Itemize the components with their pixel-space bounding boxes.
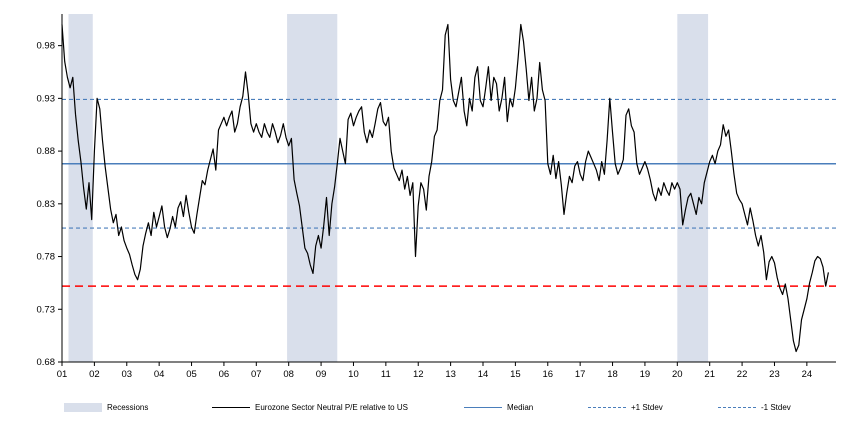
y-tick-label: 0.88 (37, 146, 56, 157)
y-tick-label: 0.68 (37, 357, 56, 368)
legend-item-median: Median (464, 403, 533, 412)
x-tick-label: 13 (445, 369, 456, 380)
x-tick-label: 19 (640, 369, 651, 380)
x-tick-label: 06 (219, 369, 230, 380)
x-tick-label: 11 (381, 369, 391, 380)
y-tick-label: 0.73 (37, 304, 56, 315)
x-tick-label: 12 (413, 369, 424, 380)
legend-label-minus1stdev: -1 Stdev (761, 403, 791, 412)
x-tick-label: 16 (542, 369, 553, 380)
x-tick-label: 20 (672, 369, 683, 380)
x-tick-label: 04 (154, 369, 165, 380)
plus1stdev-line-swatch (588, 407, 626, 408)
legend-label-series: Eurozone Sector Neutral P/E relative to … (255, 403, 408, 412)
legend-label-plus1stdev: +1 Stdev (631, 403, 663, 412)
x-tick-label: 08 (283, 369, 294, 380)
legend-label-recessions: Recessions (107, 403, 149, 412)
legend-item-minus1stdev: -1 Stdev (718, 403, 791, 412)
x-tick-label: 05 (186, 369, 197, 380)
x-tick-label: 09 (316, 369, 327, 380)
recession-band-1 (287, 14, 338, 362)
y-tick-label: 0.83 (37, 199, 56, 210)
legend-item-series: Eurozone Sector Neutral P/E relative to … (212, 403, 408, 412)
x-tick-label: 22 (737, 369, 748, 380)
x-tick-label: 01 (57, 369, 68, 380)
series-line (61, 23, 829, 353)
chart-legend: Recessions Eurozone Sector Neutral P/E r… (0, 403, 852, 425)
x-tick-label: 03 (121, 369, 132, 380)
x-tick-label: 14 (478, 369, 489, 380)
minus1stdev-line-swatch (718, 407, 756, 408)
x-tick-label: 18 (607, 369, 618, 380)
series-line-swatch (212, 407, 250, 408)
recession-band-2 (677, 14, 709, 362)
x-tick-label: 10 (348, 369, 359, 380)
y-tick-label: 0.98 (37, 41, 56, 52)
y-tick-label: 0.93 (37, 93, 56, 104)
legend-item-recessions: Recessions (64, 403, 148, 412)
x-tick-label: 21 (704, 369, 715, 380)
legend-label-median: Median (507, 403, 534, 412)
x-tick-label: 15 (510, 369, 521, 380)
x-tick-label: 17 (575, 369, 586, 380)
median-line-swatch (464, 407, 502, 408)
x-tick-label: 24 (802, 369, 813, 380)
y-tick-label: 0.78 (37, 252, 56, 263)
recession-band-swatch (64, 403, 102, 412)
plot-area: 0.68 0.73 0.78 0.83 0.88 0.93 0.98 01 02 03 04 05 06… (37, 14, 836, 380)
legend-item-plus1stdev: +1 Stdev (588, 403, 663, 412)
x-tick-label: 07 (251, 369, 262, 380)
x-tick-label: 23 (769, 369, 780, 380)
x-tick-label: 02 (89, 369, 100, 380)
pe-relative-line-chart: 0.68 0.73 0.78 0.83 0.88 0.93 0.98 01 02 03 04 05 06… (37, 14, 836, 380)
